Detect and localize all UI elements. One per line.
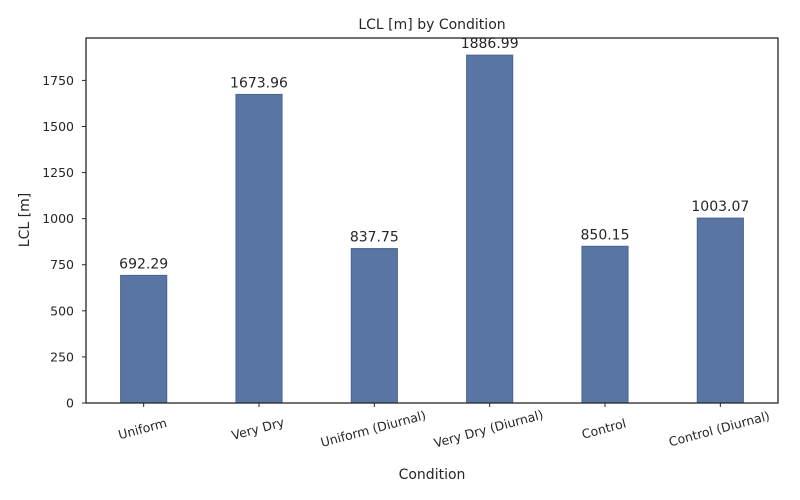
bar-value-label: 1003.07 — [691, 199, 749, 215]
y-tick-label: 1750 — [42, 73, 74, 88]
bar — [696, 217, 744, 404]
x-tick-label: Control — [580, 416, 628, 442]
bar-value-label: 1673.96 — [230, 75, 288, 91]
bar — [466, 54, 514, 404]
data-labels-layer: 692.29 1673.96 837.75 1886.99 850.15 1003.07 — [119, 36, 749, 272]
bar — [581, 245, 629, 404]
bar — [350, 248, 398, 404]
bars-layer — [120, 54, 744, 404]
bar — [120, 274, 168, 404]
bar-value-label: 837.75 — [350, 230, 399, 246]
y-axis-label: LCL [m] — [17, 193, 33, 247]
chart-title: LCL [m] by Condition — [358, 17, 505, 33]
bar-value-label: 850.15 — [581, 227, 630, 243]
y-tick-label: 1250 — [42, 165, 74, 180]
y-tick-label: 250 — [50, 349, 74, 364]
x-tick-label: Control (Diurnal) — [667, 408, 771, 449]
plot-frame — [85, 37, 779, 404]
x-tick-label: Uniform (Diurnal) — [319, 407, 428, 450]
x-axis-label: Condition — [399, 467, 466, 483]
bar-value-label: 692.29 — [119, 256, 168, 272]
bar — [235, 93, 283, 404]
x-tick-label: Very Dry — [230, 414, 287, 443]
y-tick-label: 750 — [50, 257, 74, 272]
y-tick-label: 1500 — [42, 119, 74, 134]
x-tick-label: Uniform — [117, 415, 169, 442]
y-tick-label: 1000 — [42, 211, 74, 226]
bar-value-label: 1886.99 — [461, 36, 519, 52]
y-tick-label: 500 — [50, 303, 74, 318]
y-tick-label: 0 — [66, 396, 74, 411]
x-tick-label: Very Dry (Diurnal) — [432, 407, 545, 451]
